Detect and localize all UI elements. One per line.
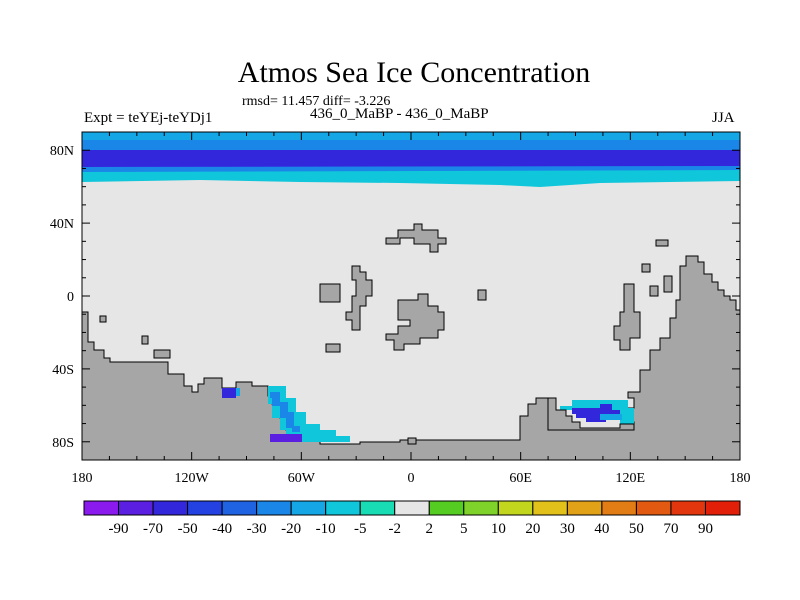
land-asia-island-c — [663, 275, 673, 293]
colorbar-label: 2 — [426, 521, 434, 537]
x-tick-label: 120E — [616, 471, 646, 486]
experiment-label: Expt = teYEj-teYDj1 — [84, 110, 213, 126]
colorbar-label: 5 — [460, 521, 468, 537]
colorbar-label: 90 — [698, 521, 713, 537]
colorbar-label: 70 — [663, 521, 678, 537]
ross-anomaly-edge — [236, 388, 240, 396]
land-island-d — [141, 335, 149, 345]
colorbar-box — [221, 500, 258, 516]
colorbar-box — [290, 500, 327, 516]
colorbar-box — [635, 500, 672, 516]
x-tick-label: 60W — [288, 471, 316, 486]
y-tick-label: 0 — [67, 290, 74, 305]
colorbar-label: 50 — [629, 521, 644, 537]
land-island-c — [477, 289, 487, 301]
land-asia-island-a — [655, 239, 669, 247]
colorbar-label: -5 — [354, 521, 367, 537]
chart-title: Atmos Sea Ice Concentration — [237, 56, 591, 89]
colorbar-box — [601, 500, 637, 516]
colorbar-box — [704, 500, 741, 516]
case-label: 436_0_MaBP - 436_0_MaBP — [310, 106, 489, 122]
colorbar-label: -90 — [109, 521, 129, 537]
land-africa-east — [385, 293, 445, 351]
colorbar-label: -40 — [212, 521, 232, 537]
land-africa-west — [345, 265, 373, 331]
ross-anomaly — [222, 388, 236, 398]
colorbar-box — [394, 500, 430, 516]
colorbar-box — [566, 500, 603, 516]
y-axis-labels: 80N 40N 0 40S 80S — [50, 144, 74, 451]
colorbar-label: -50 — [178, 521, 198, 537]
colorbar-box — [152, 500, 189, 516]
colorbar-box — [256, 500, 292, 516]
land-asia-island-b — [641, 263, 651, 273]
colorbar-box — [83, 500, 120, 516]
colorbar-label: 20 — [525, 521, 540, 537]
y-tick-label: 80S — [52, 436, 74, 451]
x-tick-label: 60E — [509, 471, 532, 486]
weddell-anomaly-core — [270, 434, 302, 442]
colorbar-box — [325, 500, 361, 516]
east-antarctic-anomaly-cyan — [600, 414, 622, 420]
x-tick-label: 180 — [72, 471, 93, 486]
colorbar-label: 40 — [594, 521, 609, 537]
land-island-a — [319, 283, 341, 303]
x-axis-labels: 180 120W 60W 0 60E 120E 180 — [72, 471, 751, 486]
colorbar-labels: -90 -70 -50 -40 -30 -20 -10 -5 -2 2 5 10 20 30 40 50 70 9… — [109, 521, 713, 537]
colorbar — [83, 500, 741, 516]
land-island-g — [407, 437, 417, 445]
x-tick-label: 180 — [730, 471, 751, 486]
colorbar-label: -10 — [316, 521, 336, 537]
y-tick-label: 40N — [50, 217, 74, 232]
land-island-e — [153, 349, 171, 359]
colorbar-label: -30 — [247, 521, 267, 537]
season-label: JJA — [712, 110, 735, 126]
colorbar-box — [187, 500, 223, 516]
arctic-core-band — [82, 150, 740, 167]
colorbar-box — [670, 500, 706, 516]
land-antarctic-coast-east — [547, 397, 635, 431]
land-island-b — [325, 343, 341, 353]
map-area — [81, 132, 741, 461]
colorbar-label: 30 — [560, 521, 575, 537]
land-central-europe — [385, 223, 447, 253]
land-asia-island-d — [649, 285, 659, 297]
x-tick-label: 0 — [408, 471, 415, 486]
colorbar-box — [359, 500, 396, 516]
colorbar-label: -20 — [281, 521, 301, 537]
colorbar-label: -70 — [143, 521, 163, 537]
colorbar-label: -2 — [388, 521, 401, 537]
colorbar-box — [428, 500, 465, 516]
x-tick-label: 120W — [175, 471, 210, 486]
weddell-anomaly-mid — [270, 392, 300, 432]
land-asia-peninsula — [613, 283, 641, 351]
colorbar-box — [463, 500, 499, 516]
colorbar-label: 10 — [491, 521, 506, 537]
y-tick-label: 40S — [52, 363, 74, 378]
stats-line: rmsd= 11.457 diff= -3.226 — [242, 94, 391, 109]
land-island-f — [99, 315, 107, 323]
colorbar-box — [118, 500, 154, 516]
colorbar-box — [532, 500, 568, 516]
colorbar-box — [497, 500, 534, 516]
y-tick-label: 80N — [50, 144, 74, 159]
axis-ticks — [81, 131, 741, 461]
